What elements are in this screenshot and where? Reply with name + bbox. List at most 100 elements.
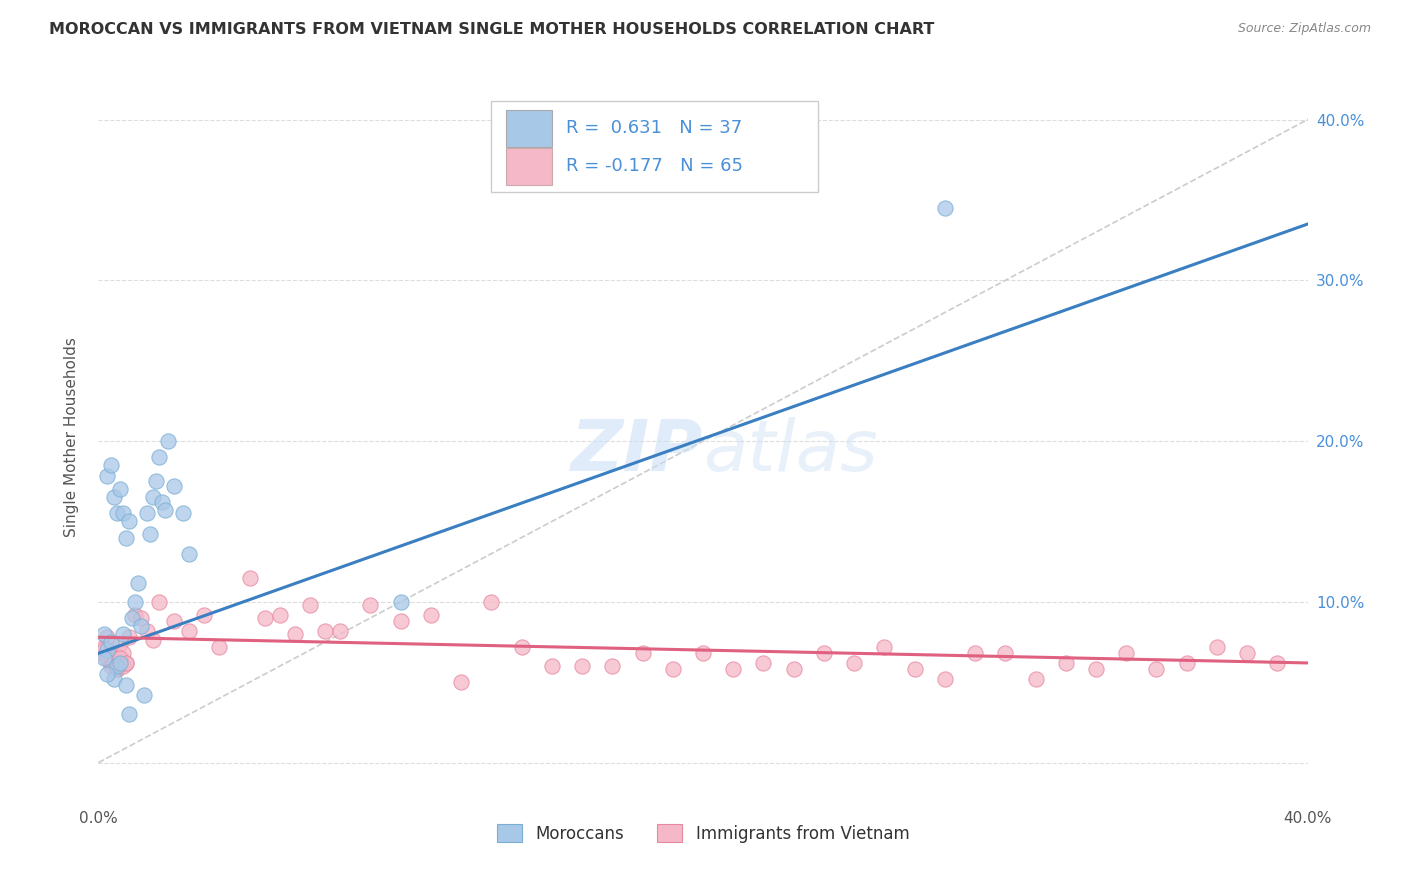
Point [1085, 662, 1108, 676]
Point [145, 475, 167, 489]
Point [105, 507, 128, 521]
Text: MOROCCAN VS IMMIGRANTS FROM VIETNAM SINGLE MOTHER HOUSEHOLDS CORRELATION CHART: MOROCCAN VS IMMIGRANTS FROM VIETNAM SING… [49, 22, 935, 37]
Point [813, 646, 835, 660]
Point [163, 614, 186, 628]
Point [129, 619, 152, 633]
Point [239, 571, 262, 585]
Point [299, 598, 322, 612]
Point [100, 656, 122, 670]
Point [100, 635, 122, 649]
Point [481, 595, 503, 609]
Point [904, 662, 927, 676]
FancyBboxPatch shape [506, 148, 551, 185]
Point [389, 595, 412, 609]
Point [1267, 656, 1289, 670]
Point [103, 646, 125, 660]
Point [540, 659, 562, 673]
Point [111, 646, 134, 660]
Point [124, 595, 146, 609]
Point [108, 483, 131, 497]
Point [873, 640, 896, 654]
Point [723, 662, 745, 676]
Point [93, 643, 115, 657]
Point [420, 607, 443, 622]
Point [96, 469, 118, 483]
Point [96, 630, 118, 644]
Point [153, 503, 176, 517]
Point [510, 640, 533, 654]
Point [124, 607, 146, 622]
Point [208, 640, 231, 654]
Point [752, 656, 775, 670]
Point [129, 611, 152, 625]
Text: R = -0.177   N = 65: R = -0.177 N = 65 [567, 158, 744, 176]
Point [1024, 672, 1046, 686]
Point [118, 707, 141, 722]
Point [93, 640, 115, 654]
Point [934, 201, 956, 215]
Point [844, 656, 866, 670]
Point [114, 678, 136, 692]
Point [142, 491, 165, 505]
Point [1115, 646, 1137, 660]
Point [1054, 656, 1077, 670]
Point [118, 515, 141, 529]
Point [105, 659, 128, 673]
Point [96, 667, 118, 681]
Point [108, 637, 131, 651]
Point [114, 531, 136, 545]
Point [1175, 656, 1198, 670]
FancyBboxPatch shape [492, 101, 818, 192]
Point [148, 595, 170, 609]
Point [156, 434, 179, 449]
Point [100, 458, 122, 473]
Point [360, 598, 382, 612]
Point [193, 607, 215, 622]
Point [114, 656, 136, 670]
Point [389, 614, 412, 628]
Text: Source: ZipAtlas.com: Source: ZipAtlas.com [1237, 22, 1371, 36]
Point [135, 624, 157, 638]
Point [1206, 640, 1229, 654]
Point [172, 507, 194, 521]
Point [783, 662, 806, 676]
Point [118, 630, 141, 644]
Point [1236, 646, 1258, 660]
Point [111, 659, 134, 673]
Point [127, 575, 149, 590]
Point [571, 659, 593, 673]
Text: R =  0.631   N = 37: R = 0.631 N = 37 [567, 120, 742, 137]
Point [108, 656, 131, 670]
Point [96, 651, 118, 665]
Point [269, 607, 291, 622]
FancyBboxPatch shape [506, 110, 551, 146]
Point [142, 633, 165, 648]
Point [602, 659, 624, 673]
Legend: Moroccans, Immigrants from Vietnam: Moroccans, Immigrants from Vietnam [491, 818, 915, 849]
Point [111, 627, 134, 641]
Point [108, 651, 131, 665]
Point [179, 624, 201, 638]
Point [100, 659, 122, 673]
Point [93, 651, 115, 665]
Point [179, 547, 201, 561]
Point [111, 507, 134, 521]
Point [103, 672, 125, 686]
Point [284, 627, 307, 641]
Point [1144, 662, 1167, 676]
Point [90, 646, 112, 660]
Point [314, 624, 336, 638]
Point [105, 662, 128, 676]
Point [163, 479, 186, 493]
Point [692, 646, 714, 660]
Point [150, 495, 173, 509]
Point [661, 662, 683, 676]
Point [450, 675, 472, 690]
Point [93, 627, 115, 641]
Text: ZIP: ZIP [571, 417, 703, 486]
Point [135, 507, 157, 521]
Point [96, 643, 118, 657]
Point [253, 611, 276, 625]
Point [965, 646, 987, 660]
Point [103, 491, 125, 505]
